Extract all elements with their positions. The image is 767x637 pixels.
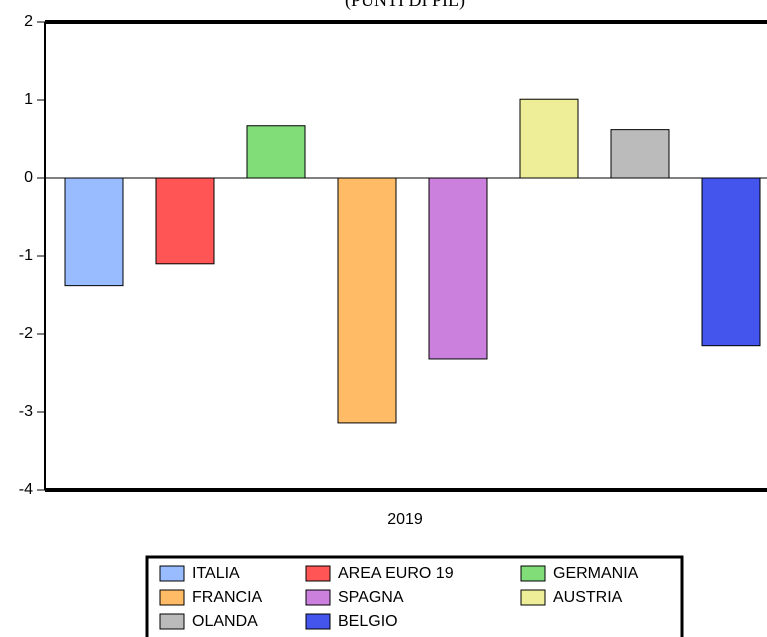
legend-label: AUSTRIA bbox=[553, 589, 623, 606]
bar bbox=[610, 129, 670, 179]
legend-swatch bbox=[520, 589, 546, 606]
x-tick-label: 2019 bbox=[387, 511, 423, 528]
legend-swatch bbox=[305, 565, 331, 582]
chart-title: (PUNTI DI PIL) bbox=[345, 0, 465, 11]
bar bbox=[246, 125, 306, 179]
legend-label: ITALIA bbox=[192, 565, 240, 582]
bar bbox=[337, 177, 397, 424]
y-tick-label: -3 bbox=[19, 403, 33, 420]
bar bbox=[64, 177, 124, 287]
y-tick-label: 0 bbox=[24, 169, 33, 186]
y-tick-label: 1 bbox=[24, 91, 33, 108]
legend-label: AREA EURO 19 bbox=[338, 565, 454, 582]
legend-box bbox=[145, 555, 684, 637]
bar bbox=[519, 98, 579, 179]
legend-label: OLANDA bbox=[192, 613, 258, 630]
legend-swatch bbox=[159, 613, 185, 630]
bar bbox=[155, 177, 215, 265]
legend-label: FRANCIA bbox=[192, 589, 263, 606]
y-tick-label: -2 bbox=[19, 325, 33, 342]
y-tick-label: -4 bbox=[19, 481, 33, 498]
legend-swatch bbox=[159, 589, 185, 606]
legend-label: GERMANIA bbox=[553, 565, 639, 582]
legend-swatch bbox=[159, 565, 185, 582]
y-tick-label: 2 bbox=[24, 13, 33, 30]
legend-swatch bbox=[305, 589, 331, 606]
bar bbox=[701, 177, 761, 347]
legend-swatch bbox=[305, 613, 331, 630]
legend-label: SPAGNA bbox=[338, 589, 404, 606]
legend-swatch bbox=[520, 565, 546, 582]
legend-label: BELGIO bbox=[338, 613, 398, 630]
bar bbox=[428, 177, 488, 360]
y-tick-label: -1 bbox=[19, 247, 33, 264]
